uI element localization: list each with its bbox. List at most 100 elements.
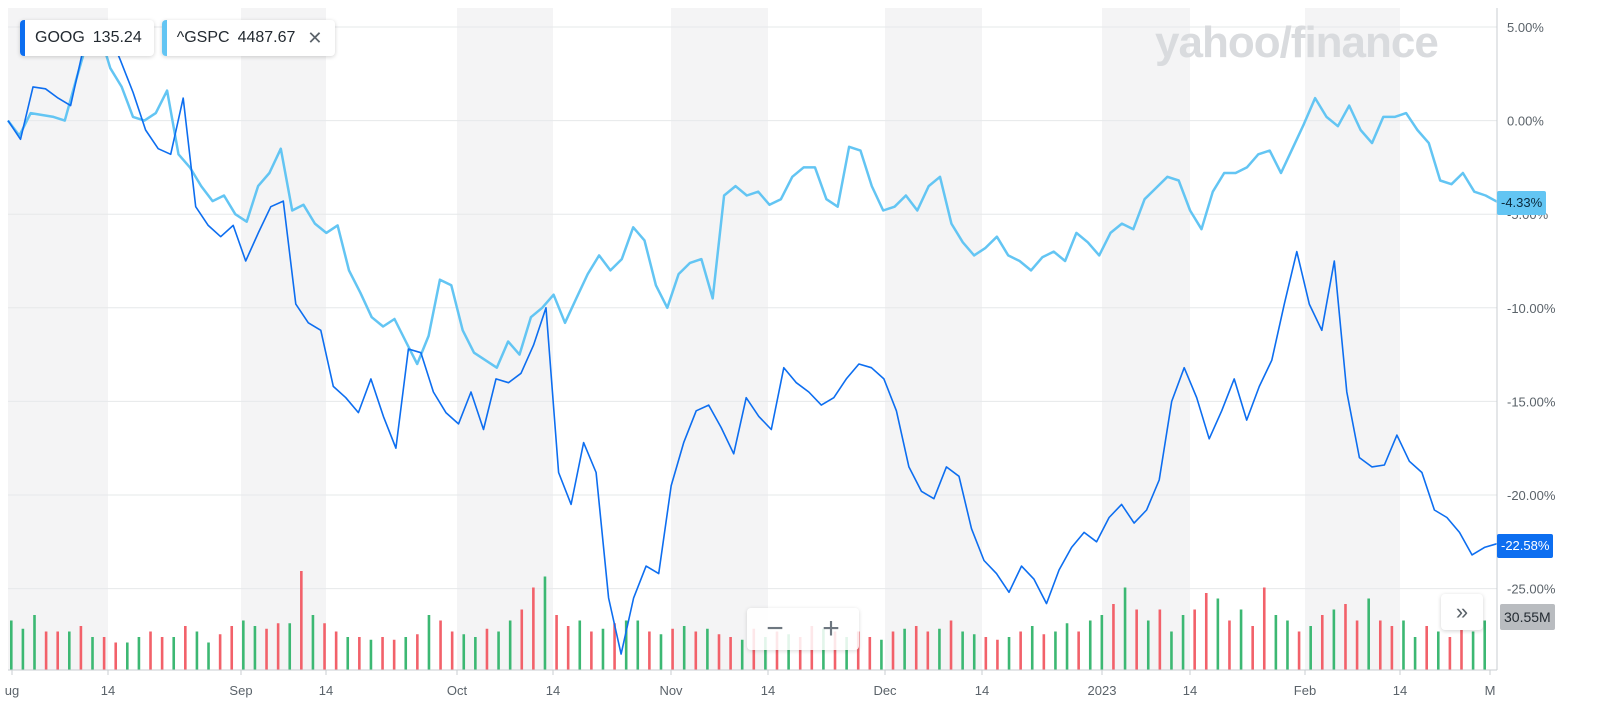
y-tick-label: 0.00% xyxy=(1507,114,1544,129)
volume-bar xyxy=(1483,620,1486,670)
volume-bar xyxy=(207,642,210,670)
volume-bar xyxy=(497,631,500,670)
volume-bar xyxy=(1204,593,1208,670)
volume-bar xyxy=(114,642,118,670)
gspc-symbol: ^GSPC xyxy=(176,29,230,46)
volume-bar xyxy=(903,628,906,670)
volume-bar xyxy=(845,637,848,670)
volume-bar xyxy=(972,634,976,670)
volume-bar xyxy=(938,628,941,670)
x-tick-label: 14 xyxy=(975,683,989,698)
volume-bar xyxy=(671,628,674,670)
x-tick-label: ug xyxy=(5,683,19,698)
volume-bar xyxy=(949,620,953,670)
volume-bar xyxy=(543,576,547,670)
goog-symbol: GOOG xyxy=(35,29,85,46)
volume-bar xyxy=(717,634,721,670)
volume-bar xyxy=(358,637,361,670)
month-band xyxy=(671,8,768,670)
x-tick-label: 14 xyxy=(761,683,775,698)
y-tick-label: -25.00% xyxy=(1507,582,1556,597)
volume-bar xyxy=(184,626,187,670)
volume-bar xyxy=(601,628,605,670)
expand-button[interactable]: » xyxy=(1441,594,1483,630)
gspc-last-value-tag: -4.33% xyxy=(1497,191,1547,215)
volume-bar xyxy=(520,609,524,670)
volume-bar xyxy=(172,637,176,670)
volume-bar xyxy=(1007,637,1011,670)
volume-bar xyxy=(126,642,129,670)
volume-bar xyxy=(1332,609,1336,670)
volume-bar xyxy=(1181,615,1185,670)
volume-bar xyxy=(1425,626,1428,670)
volume-bar xyxy=(1286,620,1289,670)
volume-bar xyxy=(1355,620,1359,670)
volume-bar xyxy=(149,631,152,670)
legend-chip-gspc[interactable]: ^GSPC 4487.67 ✕ xyxy=(161,20,335,56)
volume-bar xyxy=(1262,587,1266,670)
gspc-color-swatch xyxy=(161,20,167,56)
volume-bar xyxy=(1216,598,1220,670)
volume-bar xyxy=(1378,620,1382,670)
volume-bar xyxy=(56,631,60,670)
volume-bar xyxy=(1112,604,1115,670)
volume-bar xyxy=(1274,615,1278,670)
goog-price: 135.24 xyxy=(92,29,142,46)
volume-bar xyxy=(1042,634,1046,670)
x-tick-label: Dec xyxy=(873,683,897,698)
x-tick-label: 2023 xyxy=(1088,683,1117,698)
volume-bar xyxy=(1309,626,1312,670)
volume-bar xyxy=(613,623,616,670)
volume-bar xyxy=(1158,609,1162,670)
y-tick-label: 5.00% xyxy=(1507,20,1544,35)
volume-bar xyxy=(1251,626,1254,670)
volume-bar xyxy=(1088,620,1092,670)
volume-bar xyxy=(624,620,628,670)
volume-bar xyxy=(1065,623,1069,670)
volume-bar xyxy=(891,631,895,670)
volume-bar xyxy=(91,637,94,670)
zoom-out-button[interactable]: − xyxy=(766,612,784,645)
volume-bar xyxy=(1239,609,1243,670)
volume-bar xyxy=(1135,609,1138,670)
legend-chip-goog[interactable]: GOOG 135.24 xyxy=(20,20,154,56)
month-band xyxy=(885,8,982,670)
volume-bar xyxy=(392,639,396,670)
series-line-goog xyxy=(7,22,1498,655)
volume-bar xyxy=(798,637,802,670)
volume-bar xyxy=(323,623,326,670)
volume-bar xyxy=(856,631,860,670)
volume-bar xyxy=(242,620,245,670)
volume-bar xyxy=(532,587,535,670)
volume-bar xyxy=(1146,620,1150,670)
volume-bar xyxy=(369,639,373,670)
volume-bar xyxy=(276,623,280,670)
close-icon[interactable]: ✕ xyxy=(307,27,323,48)
volume-bar xyxy=(706,628,709,670)
y-tick-label: -20.00% xyxy=(1507,488,1556,503)
volume-bar xyxy=(1228,620,1231,670)
legend: GOOG 135.24 ^GSPC 4487.67 ✕ xyxy=(20,20,335,56)
series-line-gspc xyxy=(7,29,1498,369)
zoom-in-button[interactable]: + xyxy=(822,612,840,645)
x-tick-label: 14 xyxy=(546,683,560,698)
volume-bar xyxy=(1193,609,1196,670)
month-band xyxy=(457,8,553,670)
volume-bar xyxy=(79,626,83,670)
x-tick-label: Sep xyxy=(229,683,252,698)
volume-bar xyxy=(21,628,25,670)
volume-bar xyxy=(566,626,570,670)
volume-bar xyxy=(1019,631,1022,670)
volume-bar xyxy=(10,620,13,670)
volume-bar xyxy=(787,634,790,670)
volume-bar xyxy=(265,628,268,670)
volume-bar xyxy=(1460,626,1463,670)
volume-bar xyxy=(334,631,338,670)
x-tick-label: 14 xyxy=(101,683,115,698)
volume-bar xyxy=(195,631,199,670)
x-tick-label: 14 xyxy=(1183,683,1197,698)
volume-bar xyxy=(914,626,918,670)
volume-bar xyxy=(1436,631,1440,670)
